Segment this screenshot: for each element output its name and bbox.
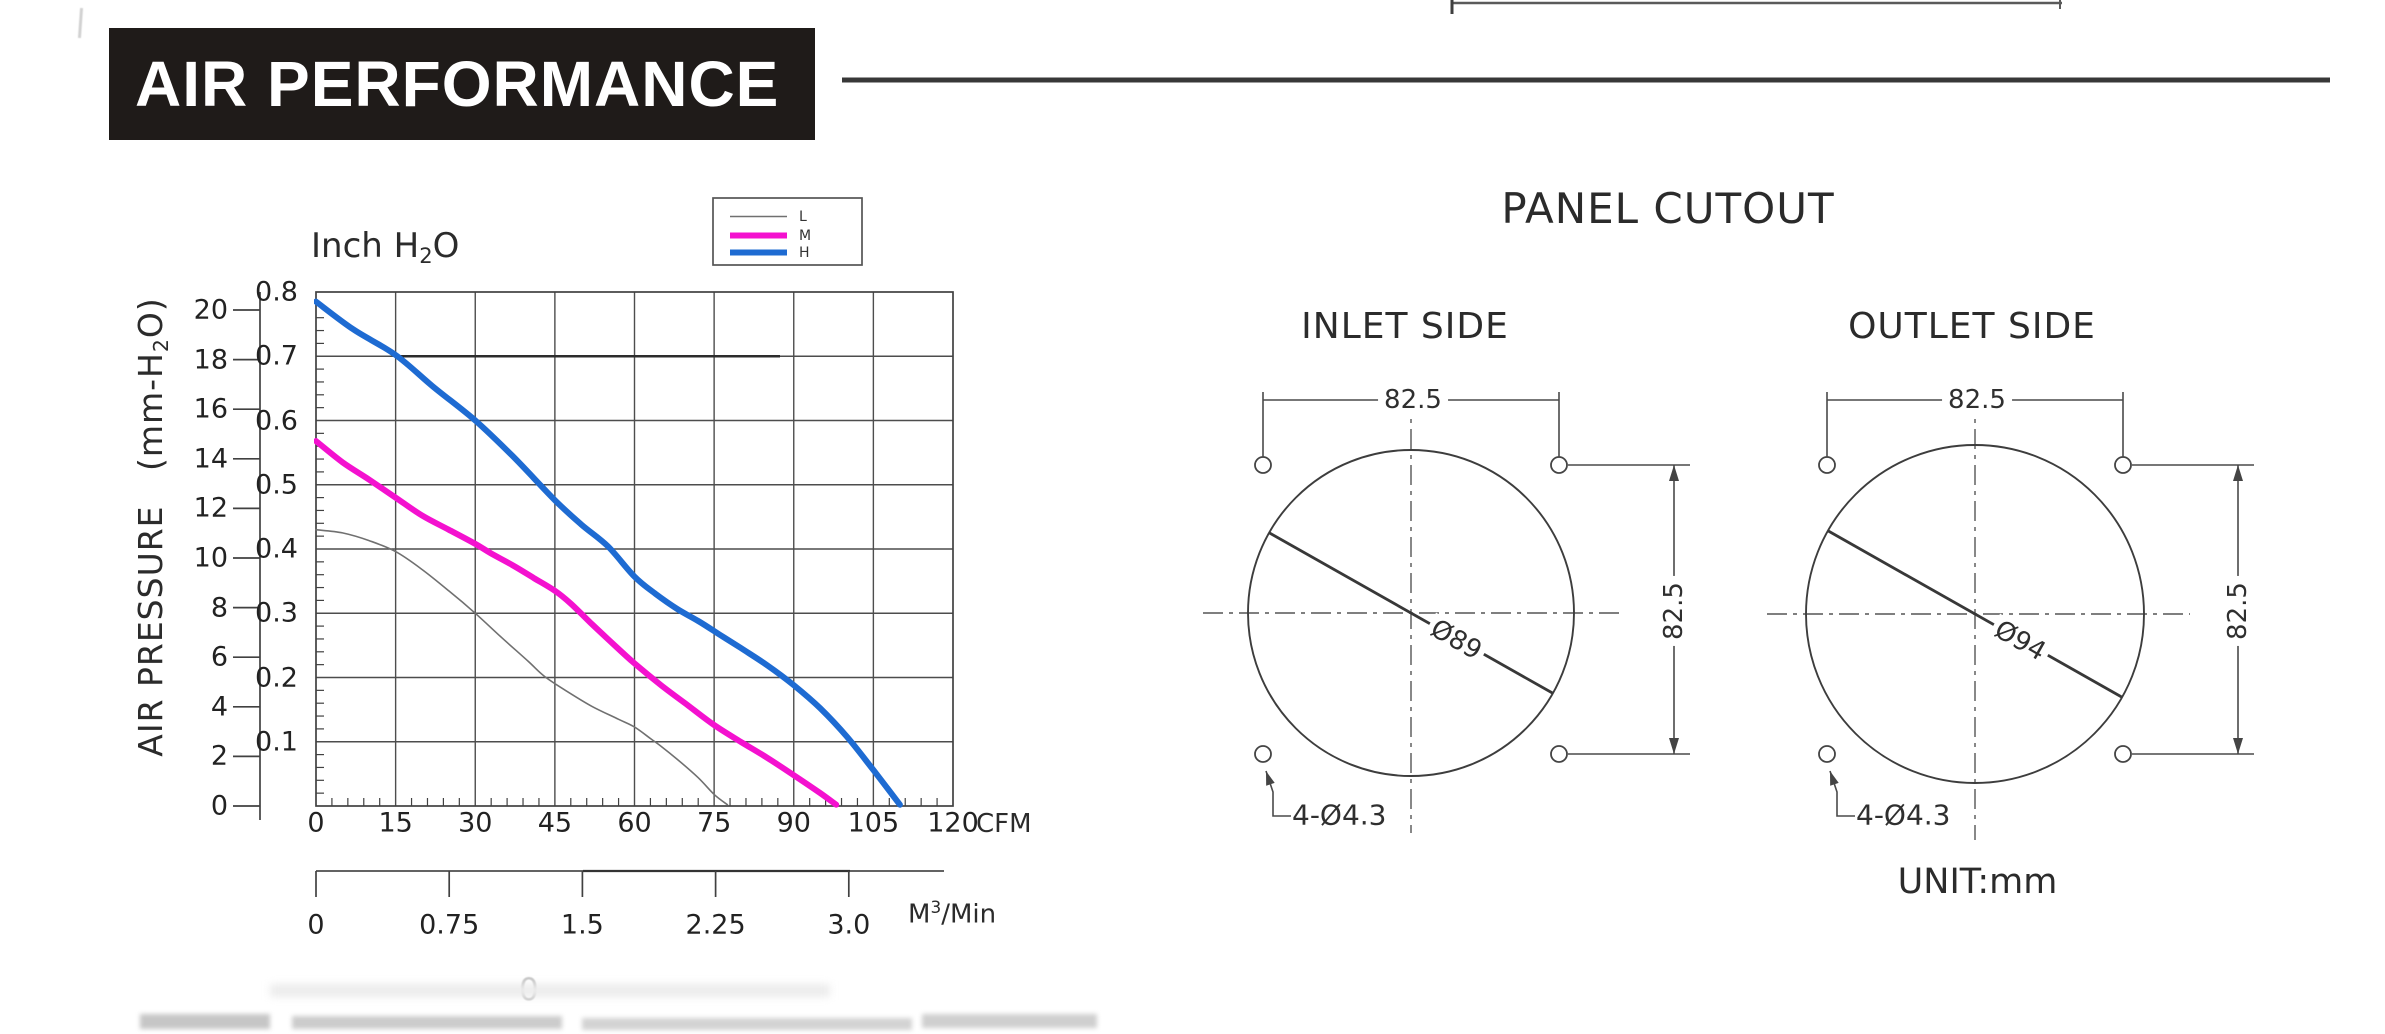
- curve-L: [315, 528, 729, 806]
- outlet-mounting-hole: [1818, 745, 1836, 763]
- mm-tick-label: 4: [210, 691, 228, 723]
- outlet-mounting-hole: [2114, 456, 2132, 474]
- mm-tick-label: 10: [193, 542, 228, 574]
- outlet-height-dimension: 82.5: [2223, 576, 2253, 646]
- legend-label-M: M: [799, 227, 812, 244]
- mm-tick-label: 12: [193, 492, 228, 524]
- inch-tick-label: 0.6: [255, 405, 298, 436]
- secondary-tick-label: 0.75: [419, 909, 480, 941]
- inch-tick-label: 0.8: [255, 276, 298, 308]
- inch-tick-label: 0.5: [255, 469, 298, 501]
- curve-M: [314, 438, 840, 808]
- secondary-axis-unit-m3min: M3/Min: [908, 897, 997, 930]
- outlet-dim-arrow-up: [2233, 465, 2243, 481]
- outlet-cutout-circle: [1805, 444, 2145, 784]
- inch-tick-label: 0.4: [255, 533, 298, 565]
- outlet-holes-label: 4-Ø4.3: [1856, 798, 1951, 832]
- x-tick-label: 15: [378, 807, 413, 839]
- bottom-smudge: [270, 984, 830, 997]
- plot-frame: [315, 291, 954, 807]
- bottom-smudge: [140, 1014, 270, 1029]
- x-tick-label: 75: [696, 807, 732, 839]
- mm-tick-label: 20: [193, 294, 228, 326]
- inlet-mounting-hole: [1254, 745, 1272, 763]
- bottom-smudge: [582, 1018, 912, 1030]
- secondary-tick-label: 2.25: [685, 909, 746, 941]
- legend-label-L: L: [799, 208, 807, 225]
- inlet-side-title: INLET SIDE: [1301, 306, 1509, 347]
- outlet-leader-arrow: [1830, 771, 1839, 786]
- x-tick-label: 0: [307, 807, 325, 839]
- x-axis-unit-cfm: CFM: [976, 809, 1032, 839]
- superscript-3: 3: [930, 897, 942, 917]
- inch-tick-label: 0.7: [255, 340, 298, 372]
- chart-y-axis-title: AIR PRESSURE (mm-H2O): [131, 297, 173, 757]
- x-tick-label: 60: [617, 807, 652, 839]
- outlet-mounting-hole: [2114, 745, 2132, 763]
- mm-tick-label: 16: [193, 393, 228, 425]
- bottom-smudge: [922, 1014, 1097, 1028]
- x-tick-label: 30: [458, 807, 493, 839]
- mm-tick-label: 18: [193, 344, 228, 376]
- outlet-side-title: OUTLET SIDE: [1848, 306, 2096, 347]
- x-tick-label: 105: [847, 807, 900, 839]
- secondary-tick-label: 1.5: [560, 909, 604, 941]
- inlet-holes-label: 4-Ø4.3: [1292, 798, 1387, 832]
- inch-tick-label: 0.1: [255, 726, 298, 758]
- bottom-smudge: [292, 1016, 562, 1029]
- secondary-tick-label: 3.0: [827, 909, 871, 941]
- subscript-2: 2: [148, 338, 173, 353]
- outlet-mounting-hole: [1818, 456, 1836, 474]
- inlet-width-dimension: 82.5: [1378, 385, 1448, 415]
- inlet-dim-arrow-up: [1669, 465, 1679, 481]
- x-tick-label: 45: [537, 807, 573, 839]
- mm-tick-label: 8: [210, 592, 228, 624]
- inch-tick-label: 0.3: [255, 597, 298, 629]
- section-header-air-performance: AIR PERFORMANCE: [109, 28, 815, 140]
- inlet-leader-arrow: [1266, 771, 1275, 786]
- inlet-height-dimension: 82.5: [1659, 576, 1689, 646]
- mm-tick-label: 0: [210, 790, 228, 822]
- mm-tick-label: 14: [193, 443, 228, 475]
- section-title-panel-cutout: PANEL CUTOUT: [1501, 184, 1835, 233]
- outlet-diameter-line: [1827, 529, 2123, 699]
- outlet-dim-arrow-down: [2233, 738, 2243, 754]
- outlet-width-dimension: 82.5: [1942, 385, 2012, 415]
- unit-mm-label: UNIT:mm: [1897, 862, 2058, 902]
- inlet-dim-arrow-down: [1669, 738, 1679, 754]
- page-title: AIR PERFORMANCE: [135, 48, 780, 120]
- subscript-2: 2: [419, 242, 433, 268]
- mm-tick-label: 6: [210, 641, 228, 673]
- inlet-cutout-circle: [1247, 449, 1575, 777]
- inch-tick-label: 0.2: [255, 662, 298, 693]
- inlet-diameter-line: [1268, 531, 1554, 695]
- curve-H: [314, 298, 903, 808]
- legend-label-H: H: [799, 244, 810, 261]
- inlet-mounting-hole: [1550, 456, 1568, 474]
- inlet-mounting-hole: [1550, 745, 1568, 763]
- inlet-mounting-hole: [1254, 456, 1272, 474]
- x-tick-label: 90: [776, 807, 811, 839]
- mm-tick-label: 2: [210, 740, 228, 772]
- chart-inch-axis-title: Inch H2O: [311, 226, 460, 268]
- secondary-tick-label: 0: [307, 909, 325, 941]
- x-tick-label: 120: [927, 807, 979, 839]
